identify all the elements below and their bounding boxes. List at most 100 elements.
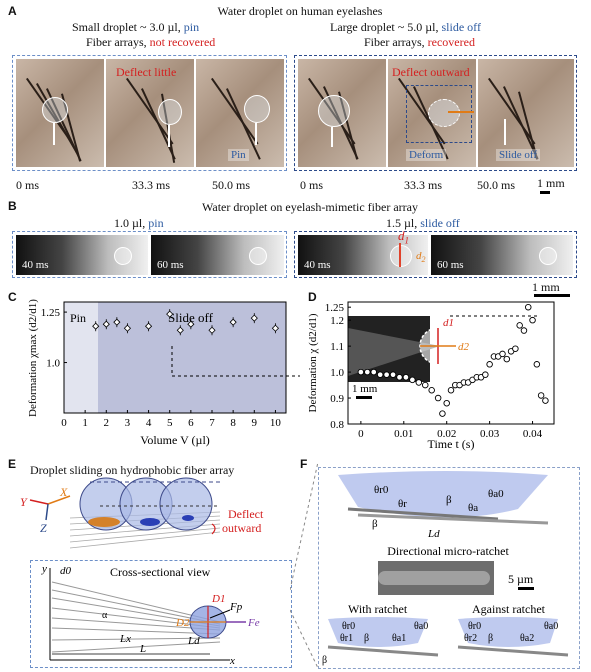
- arrow-right-icon: [448, 111, 474, 113]
- droplet-icon: [42, 97, 68, 123]
- panel-a-right-box: [294, 55, 577, 171]
- panel-a-title: Water droplet on human eyelashes: [217, 4, 383, 18]
- deflect-outward-label: Deflect outward: [392, 65, 470, 79]
- data-point-d: [364, 368, 371, 376]
- data-point-d: [524, 303, 532, 311]
- scale-bar-a: [540, 191, 550, 194]
- plot-frame-d: [347, 301, 555, 425]
- theta-a0-with: θa0: [414, 621, 428, 632]
- beta-against: β: [488, 633, 493, 644]
- time-label-a-l1: 33.3 ms: [132, 178, 171, 192]
- data-point-c: [102, 319, 110, 330]
- panel-b-left-box: [12, 231, 287, 278]
- y-tick-label-c: 1.25: [41, 307, 61, 319]
- Lx-label: Lx: [119, 633, 131, 645]
- panel-label-e: E: [8, 457, 17, 471]
- droplet-icon: [114, 247, 132, 265]
- panel-f-box: [318, 467, 580, 669]
- droplet-icon: [244, 95, 270, 123]
- x-tick-label-d: 0.04: [523, 428, 543, 440]
- arrow-up-icon: [331, 127, 333, 147]
- left-header-2-text: Fiber arrays,: [86, 35, 150, 49]
- data-point-d: [439, 410, 446, 417]
- axis-x-arrow: [47, 495, 71, 505]
- panel-label-a: A: [8, 4, 17, 18]
- d-inset-d2-label: d2: [458, 341, 470, 353]
- alpha-label: α: [102, 610, 108, 621]
- eyelash-photo-right-0ms: [298, 59, 386, 167]
- axis-x-label: X: [59, 485, 68, 499]
- droplet-against: [458, 617, 558, 647]
- eyelash-photo-left-50ms: Pin: [196, 59, 284, 167]
- theta-r1-with: θr1: [340, 633, 353, 644]
- right-header-1-text: Large droplet ~ 5.0 µl,: [330, 20, 442, 34]
- panel-label-b: B: [8, 199, 17, 213]
- scale-bar-f: [518, 587, 534, 590]
- x-tick-label-c: 2: [104, 417, 110, 429]
- panel-b-title: Water droplet on eyelash-mimetic fiber a…: [202, 200, 418, 214]
- axis-y-arrow: [29, 499, 49, 505]
- data-point-c: [166, 309, 174, 320]
- scale-bar-b: [534, 294, 570, 297]
- Ld-label: Ld: [187, 635, 200, 647]
- plot-frame-c: [63, 301, 287, 414]
- D2-label: D2: [175, 617, 190, 629]
- y-tick-label-d: 0.9: [330, 393, 344, 405]
- y-axis-label: y: [41, 563, 47, 575]
- deform-state-label: Deform: [406, 149, 447, 161]
- fiber-image-b-3: 40 ms: [298, 235, 428, 275]
- Fp-label: Fp: [229, 601, 243, 613]
- x-tick-label-d: 0: [358, 428, 364, 440]
- time-label-a-l0: 0 ms: [16, 178, 40, 192]
- scale-label-a: 1 mm: [537, 176, 565, 190]
- cross-section-diagram: Cross-sectional view y x d0 α Lx L D1 D2…: [41, 563, 260, 667]
- arrow-up-icon: [255, 123, 257, 145]
- y-tick-label-d: 1.1: [330, 341, 344, 353]
- droplet-icon: [428, 99, 460, 127]
- eyelash-photo-right-50ms: Slide off: [478, 59, 574, 167]
- panel-a-right-header-1: Large droplet ~ 5.0 µl, slide off: [330, 20, 481, 35]
- data-point-d: [482, 371, 489, 378]
- data-point-d: [520, 327, 528, 334]
- Fe-label: Fe: [247, 617, 260, 629]
- x-tick-label-c: 3: [125, 417, 131, 429]
- b-right-header-text: 1.5 µl,: [386, 216, 421, 230]
- region-pin-label: Pin: [70, 311, 86, 325]
- fiber-top-2: [357, 513, 549, 525]
- Fp-arrow: [209, 609, 231, 619]
- panel-label-f: F: [300, 457, 308, 471]
- d-xlabel: Time t (s): [428, 437, 475, 451]
- against-ratchet-label: Against ratchet: [472, 602, 546, 616]
- eyelash-photo-left-0ms: [16, 59, 104, 167]
- c-xlabel: Volume V (µl): [140, 433, 210, 447]
- zoom-connector-lines: [290, 461, 319, 669]
- panel-b-left-header: 1.0 µl, pin: [114, 216, 164, 231]
- droplet-icon: [539, 247, 557, 265]
- d-scale-bar: [356, 396, 372, 399]
- theta-a0-label: θa0: [488, 488, 504, 500]
- d-ylabel: Deformation χ (d2/d1): [307, 313, 319, 412]
- d1-var: d: [398, 228, 405, 243]
- time-label-b-3: 40 ms: [304, 259, 331, 271]
- chart-c: Pin Slide off 0 1 2 3 4 5 6 7 8 9 10 1.0 1.25 Volum…: [27, 299, 300, 447]
- y-tick-label-d: 1.0: [330, 367, 344, 379]
- link-arrow-c-to-d: [171, 346, 300, 377]
- data-point-c: [250, 313, 258, 324]
- theta-r0-label: θr0: [374, 484, 389, 496]
- time-label-b-4: 60 ms: [437, 259, 464, 271]
- panel-b-right-box: [294, 231, 577, 278]
- time-label-a-l2: 50.0 ms: [212, 178, 251, 192]
- data-point-d: [370, 368, 377, 376]
- y-tick-label-d: 1.2: [330, 315, 344, 327]
- x-tick-label-d: 0.03: [480, 428, 500, 440]
- beta-with: β: [364, 633, 369, 644]
- theta-r0-with: θr0: [342, 621, 355, 632]
- data-point-d: [376, 371, 384, 378]
- x-tick-label-c: 4: [146, 417, 152, 429]
- right-header-2-text: Fiber arrays,: [364, 35, 428, 49]
- y-tick-label-c: 1.0: [46, 358, 60, 370]
- data-point-d: [409, 376, 416, 384]
- panel-e-title: Droplet sliding on hydrophobic fiber arr…: [30, 463, 235, 477]
- L-label: L: [139, 643, 146, 655]
- deflect-label-2: outward: [222, 521, 261, 535]
